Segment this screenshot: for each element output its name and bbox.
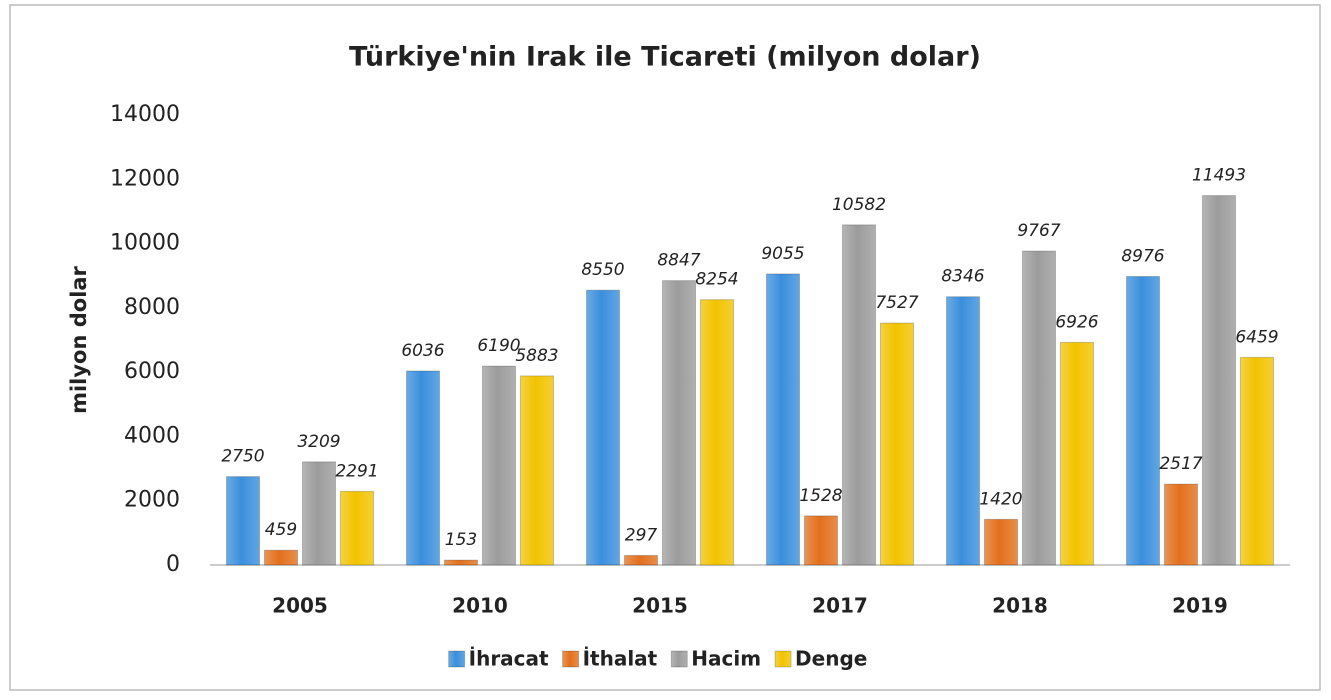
bar (586, 289, 620, 566)
data-label: 10582 (832, 195, 886, 215)
data-label: 6036 (401, 341, 444, 361)
bar (340, 490, 374, 566)
data-label: 8550 (581, 260, 624, 280)
bar (700, 299, 734, 566)
bar (444, 559, 478, 566)
data-label: 5883 (515, 346, 558, 366)
bar (1126, 275, 1160, 566)
x-tick-label: 2019 (1172, 594, 1228, 618)
bar (946, 296, 980, 566)
y-tick-label: 8000 (124, 295, 180, 320)
data-label: 11493 (1192, 166, 1246, 186)
data-label: 1528 (799, 486, 842, 506)
data-label: 2750 (221, 447, 264, 467)
bar (226, 476, 260, 566)
data-label: 9767 (1017, 221, 1060, 241)
y-tick-label: 12000 (110, 166, 180, 191)
bar (842, 224, 876, 566)
data-label: 8976 (1121, 246, 1164, 266)
y-tick-label: 10000 (110, 231, 180, 256)
y-tick-label: 0 (166, 552, 180, 577)
data-label: 6459 (1235, 327, 1278, 347)
x-tick-label: 2010 (452, 594, 508, 618)
bar (1060, 341, 1094, 566)
x-tick-label: 2018 (992, 594, 1048, 618)
data-label: 459 (265, 520, 297, 540)
data-label: 6926 (1055, 312, 1098, 332)
legend-swatch (448, 650, 466, 668)
data-label: 7527 (875, 293, 918, 313)
bar (1022, 250, 1056, 566)
data-label: 9055 (761, 244, 804, 264)
bar (804, 515, 838, 566)
legend-label: İthalat (583, 647, 658, 671)
data-label: 153 (445, 530, 477, 550)
bar (482, 365, 516, 566)
data-label: 2291 (335, 461, 378, 481)
data-label: 6190 (477, 336, 520, 356)
x-tick-label: 2015 (632, 594, 688, 618)
legend-label: Denge (795, 647, 867, 671)
bar (1240, 356, 1274, 566)
legend-swatch (562, 650, 580, 668)
data-label: 8847 (657, 251, 700, 271)
bar (984, 518, 1018, 566)
data-label: 3209 (297, 432, 340, 452)
legend-swatch (670, 650, 688, 668)
bar (766, 273, 800, 566)
legend-label: İhracat (469, 647, 549, 671)
y-tick-label: 4000 (124, 423, 180, 448)
bar (880, 322, 914, 566)
chart-title: Türkiye'nin Irak ile Ticareti (milyon do… (349, 42, 981, 73)
y-tick-label: 6000 (124, 359, 180, 384)
data-label: 2517 (1159, 454, 1202, 474)
data-label: 8254 (695, 270, 738, 290)
data-label: 1420 (979, 489, 1022, 509)
bar (520, 375, 554, 566)
bar (264, 549, 298, 566)
bar (302, 461, 336, 566)
y-tick-label: 2000 (124, 488, 180, 513)
bar (406, 370, 440, 566)
legend-label: Hacim (691, 647, 761, 671)
data-label: 8346 (941, 267, 984, 287)
y-axis-label: milyon dolar (67, 265, 91, 413)
data-label: 297 (625, 525, 658, 545)
x-tick-label: 2005 (272, 594, 328, 618)
y-tick-label: 14000 (110, 102, 180, 127)
bar (1202, 195, 1236, 566)
bar (624, 554, 658, 566)
legend-swatch (774, 650, 792, 668)
bar (662, 280, 696, 566)
bar (1164, 483, 1198, 566)
x-tick-label: 2017 (812, 594, 868, 618)
